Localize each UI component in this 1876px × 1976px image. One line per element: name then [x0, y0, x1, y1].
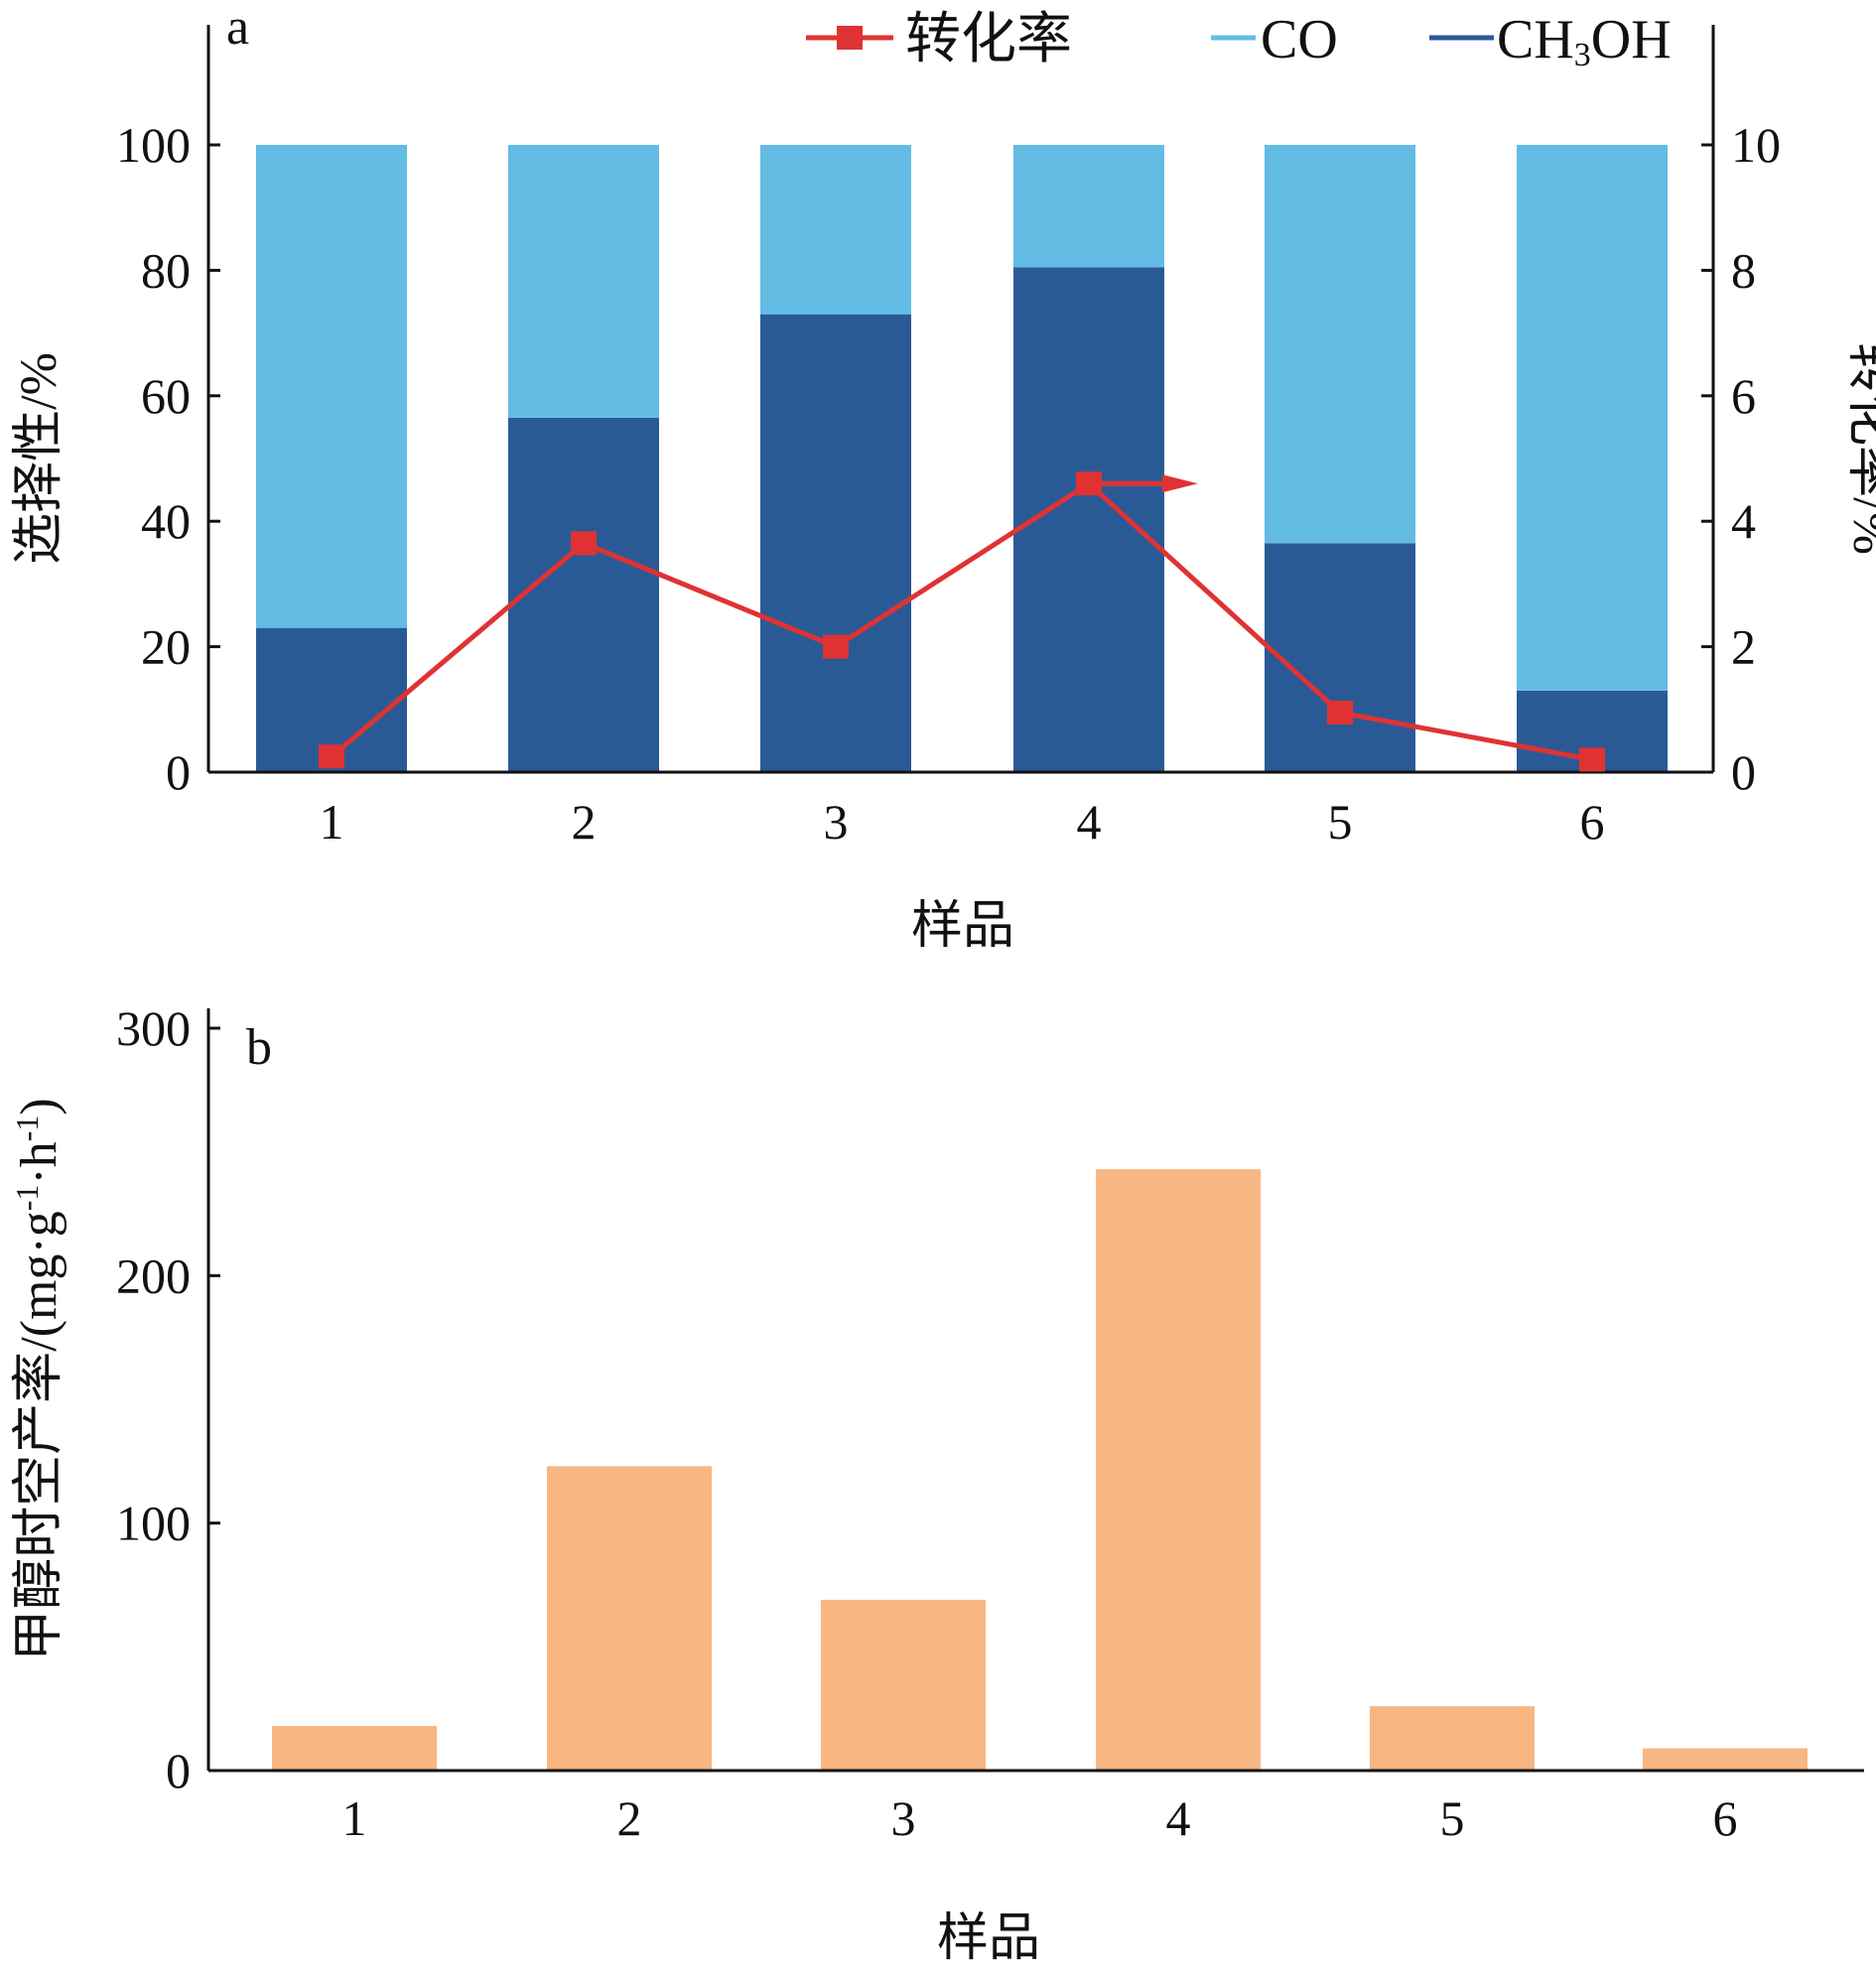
- bar-sample-3: [821, 1599, 986, 1771]
- x-axis-title: 样品: [911, 898, 1014, 955]
- bar-ch3oh-3: [760, 314, 911, 772]
- y-axis-title: 甲醇时空产率/(mg·g-1·h-1): [9, 1098, 67, 1661]
- conversion-point-2: [571, 531, 597, 556]
- conversion-point-1: [319, 744, 344, 769]
- bar-sample-1: [272, 1726, 437, 1771]
- x-tick-label: 6: [1713, 1790, 1738, 1846]
- conversion-line: [330, 480, 1593, 762]
- y-tick-label-left: 0: [166, 744, 191, 800]
- x-tick-label: 5: [1440, 1790, 1465, 1846]
- y-axis-title-mid: ·h: [11, 1141, 67, 1184]
- bar-co-1: [256, 145, 407, 628]
- conversion-point-3: [823, 634, 849, 659]
- bar-sample-2: [547, 1466, 712, 1771]
- y-axis-title-right: 转化率/%: [1842, 342, 1876, 555]
- bar-co-3: [760, 145, 911, 315]
- bar-sample-6: [1643, 1748, 1808, 1771]
- bar-co-6: [1517, 145, 1668, 691]
- x-tick-label: 3: [891, 1790, 916, 1846]
- x-tick-label: 1: [342, 1790, 367, 1846]
- conversion-point-5: [1327, 700, 1353, 725]
- y-axis-title-tail: ): [11, 1098, 67, 1115]
- y-axis-title-main: 甲醇时空产率/(mg·g: [11, 1211, 67, 1661]
- panel-label-b: b: [246, 1019, 272, 1076]
- y-tick-label-left: 100: [116, 117, 191, 173]
- bar-co-2: [508, 145, 659, 418]
- y-axis-title-left: 选择性/%: [11, 352, 67, 565]
- bar-ch3oh-5: [1265, 543, 1415, 772]
- x-tick-label: 2: [617, 1790, 642, 1846]
- bar-co-5: [1265, 145, 1415, 544]
- legend-label-ch3oh-tail: OH: [1591, 9, 1672, 70]
- y-tick-label-left: 80: [141, 242, 191, 298]
- x-axis-title: 样品: [937, 1910, 1040, 1967]
- y-tick-label-right: 6: [1731, 368, 1756, 424]
- x-tick-label: 4: [1077, 794, 1102, 850]
- legend-label-conversion: 转化率: [905, 9, 1072, 70]
- y-tick-label-left: 60: [141, 368, 191, 424]
- axis-pointer-arrow-icon: [1162, 474, 1198, 493]
- x-tick-label: 3: [824, 794, 849, 850]
- x-tick-label: 2: [572, 794, 597, 850]
- y-tick-label: 200: [116, 1248, 191, 1303]
- y-tick-label-right: 10: [1731, 117, 1781, 173]
- y-tick-label-right: 0: [1731, 744, 1756, 800]
- y-tick-label-right: 4: [1731, 493, 1756, 549]
- y-tick-label-left: 40: [141, 493, 191, 549]
- y-axis-title-sup1: -1: [9, 1185, 45, 1212]
- legend: 转化率 CO CH3OH: [806, 9, 1672, 73]
- panel-label-a: a: [226, 0, 249, 56]
- x-tick-label: 1: [320, 794, 344, 850]
- legend-label-co: CO: [1261, 9, 1338, 70]
- x-tick-label: 6: [1580, 794, 1605, 850]
- conversion-point-4: [1076, 471, 1102, 496]
- bar-ch3oh-2: [508, 417, 659, 772]
- x-tick-label: 4: [1166, 1790, 1191, 1846]
- conversion-point-6: [1579, 747, 1605, 772]
- y-tick-label: 100: [116, 1496, 191, 1551]
- y-tick-label-right: 8: [1731, 242, 1756, 298]
- y-tick-label-right: 2: [1731, 619, 1756, 675]
- legend-label-ch3oh: CH3OH: [1497, 9, 1672, 73]
- bar-ch3oh-4: [1013, 267, 1164, 772]
- legend-label-ch3oh-sub: 3: [1574, 37, 1591, 73]
- bar-co-4: [1013, 145, 1164, 268]
- legend-label-ch3oh-main: CH: [1497, 9, 1574, 70]
- y-axis-title-sup2: -1: [9, 1116, 45, 1142]
- y-tick-label: 0: [166, 1743, 191, 1798]
- bar-sample-5: [1370, 1706, 1535, 1771]
- y-tick-label-left: 20: [141, 619, 191, 675]
- bar-sample-4: [1096, 1169, 1261, 1771]
- y-tick-label: 300: [116, 1000, 191, 1056]
- x-tick-label: 5: [1328, 794, 1353, 850]
- legend-marker-conversion: [837, 26, 863, 50]
